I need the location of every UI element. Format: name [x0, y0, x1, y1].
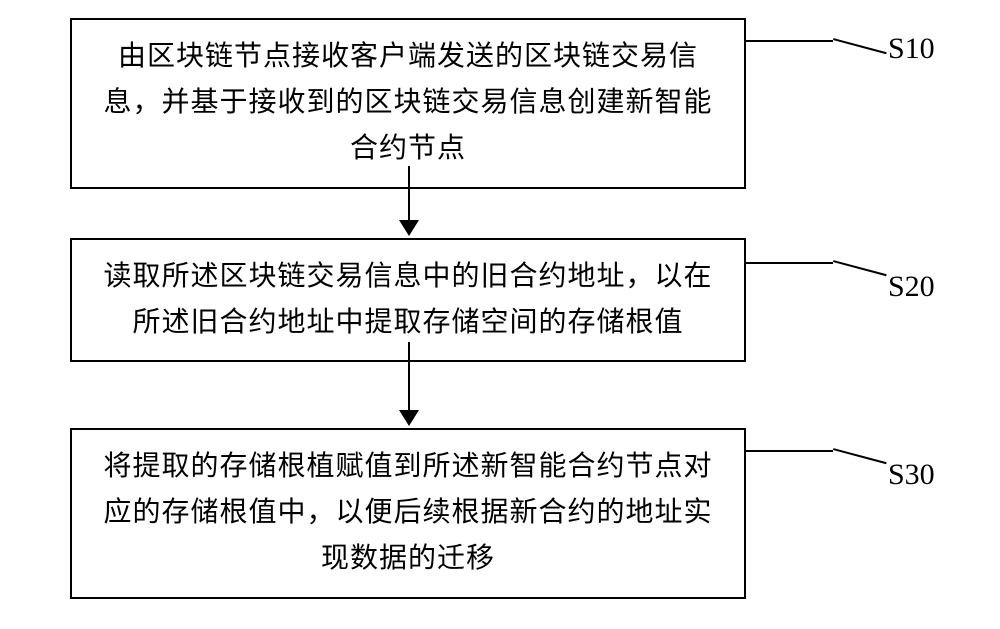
- leader-d-s30: [833, 448, 887, 464]
- step-text-s30: 将提取的存储根植赋值到所述新智能合约节点对应的存储根值中，以便后续根据新合约的地…: [103, 451, 712, 574]
- step-box-s10: 由区块链节点接收客户端发送的区块链交易信息，并基于接收到的区块链交易信息创建新智…: [70, 18, 746, 189]
- leader-h-s30: [746, 450, 833, 452]
- arrow-s10-s20: [408, 166, 410, 234]
- step-box-s30: 将提取的存储根植赋值到所述新智能合约节点对应的存储根值中，以便后续根据新合约的地…: [70, 428, 746, 599]
- step-text-s10: 由区块链节点接收客户端发送的区块链交易信息，并基于接收到的区块链交易信息创建新智…: [103, 41, 712, 164]
- leader-h-s10: [746, 40, 833, 42]
- flowchart-container: 由区块链节点接收客户端发送的区块链交易信息，并基于接收到的区块链交易信息创建新智…: [0, 0, 1000, 629]
- step-text-s20: 读取所述区块链交易信息中的旧合约地址，以在所述旧合约地址中提取存储空间的存储根值: [103, 261, 712, 338]
- leader-d-s20: [833, 260, 887, 276]
- arrow-s20-s30: [408, 342, 410, 424]
- step-label-s20: S20: [888, 270, 935, 304]
- leader-d-s10: [833, 38, 887, 54]
- leader-h-s20: [746, 262, 833, 264]
- step-label-s30: S30: [888, 458, 935, 492]
- step-label-s10: S10: [888, 32, 935, 66]
